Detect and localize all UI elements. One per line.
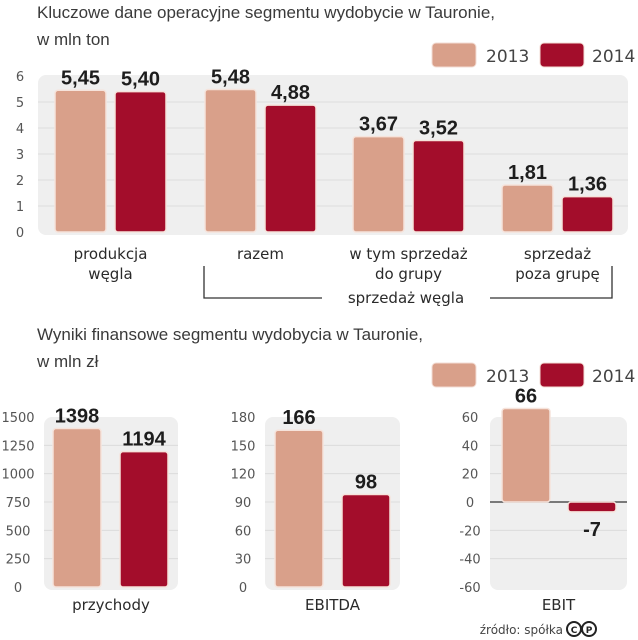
y-tick-label: 500 <box>6 524 31 539</box>
y-tick-label: 120 <box>231 468 256 483</box>
data-label: 1194 <box>122 429 166 451</box>
bottom-chart-subtitle: w mln zł <box>36 352 99 371</box>
data-label: 5,45 <box>61 67 100 89</box>
bar-2013 <box>52 427 102 588</box>
group-bracket: sprzedaż węgla <box>203 266 613 307</box>
svg-text:C: C <box>571 626 578 636</box>
y-tick-label: 750 <box>6 496 31 511</box>
data-label: 1,36 <box>568 174 607 196</box>
y-tick-label: 3 <box>16 148 24 163</box>
bar-2014 <box>567 501 617 513</box>
y-tick-label: -40 <box>459 553 480 568</box>
bar-2013 <box>204 88 257 233</box>
bar-2013 <box>501 184 554 233</box>
y-tick-label: 0 <box>466 496 474 511</box>
panel-ebitda: 0 30 60 90 120 150 180 166 98 EBITDA <box>231 407 400 614</box>
bar-2014 <box>561 195 614 233</box>
data-label: 1398 <box>55 406 100 428</box>
legend-label-2014: 2014 <box>592 47 635 67</box>
group-label: sprzedaż węgla <box>348 289 464 307</box>
bracket-right-line <box>490 266 613 299</box>
panel-ebit: -60 -40 -20 0 20 40 60 66 -7 EBIT <box>459 386 627 614</box>
category-label: do grupy <box>375 265 442 283</box>
category-label: przychody <box>72 596 150 614</box>
bar-2014 <box>341 493 391 588</box>
data-label: 5,40 <box>121 69 160 91</box>
y-tick-label: 5 <box>16 96 24 111</box>
y-tick-label: -20 <box>459 524 480 539</box>
bar-2014 <box>114 90 167 233</box>
y-tick-label: 6 <box>16 70 24 85</box>
y-tick-label: 0 <box>14 581 22 596</box>
category-label: poza grupę <box>515 265 599 283</box>
bar-2014 <box>264 104 317 233</box>
data-label: 66 <box>515 386 537 408</box>
data-label: 166 <box>282 407 315 429</box>
y-tick-label: 0 <box>16 226 24 241</box>
category-label: razem <box>237 245 284 263</box>
category-label: produkcja <box>74 245 148 263</box>
category-label: w tym sprzedaż <box>349 245 467 263</box>
bar-2014 <box>119 450 169 588</box>
operational-chart: 0 1 2 3 4 5 6 5,45 5,40 produkcja węgla 5,48 4,88 raz… <box>16 67 628 283</box>
legend-swatch-2013 <box>431 42 477 68</box>
bar-2013 <box>501 407 551 503</box>
source-note: źródło: spółka <box>480 623 563 637</box>
bottom-legend: 2013 2014 <box>431 362 635 388</box>
legend-swatch-2014 <box>539 42 585 68</box>
bar-2013 <box>54 89 107 233</box>
data-label: 3,52 <box>419 117 458 139</box>
category-label: węgla <box>88 265 132 283</box>
plot-panel <box>38 75 628 235</box>
cp-logo-icon: C P <box>566 621 597 637</box>
svg-text:P: P <box>586 626 593 636</box>
y-tick-label: 1250 <box>1 439 34 454</box>
panel-przychody: 0 250 500 750 1000 1250 1500 1398 1194 przychody <box>1 406 178 614</box>
y-tick-label: 20 <box>462 468 479 483</box>
y-tick-label: 2 <box>16 174 24 189</box>
data-label: 4,88 <box>271 82 310 104</box>
bar-2014 <box>412 139 465 233</box>
legend-label-2013: 2013 <box>486 47 529 67</box>
y-tick-label: 40 <box>462 439 479 454</box>
category-label: sprzedaż <box>524 245 591 263</box>
y-tick-label: 90 <box>235 496 252 511</box>
y-tick-label: 30 <box>235 553 252 568</box>
legend-label-2013: 2013 <box>486 367 529 387</box>
y-tick-label: 4 <box>16 122 24 137</box>
y-tick-label: 0 <box>239 581 247 596</box>
legend-label-2014: 2014 <box>592 367 635 387</box>
y-tick-label: 1000 <box>1 468 34 483</box>
y-tick-label: 250 <box>6 553 31 568</box>
bar-2013 <box>274 429 324 588</box>
y-tick-label: 180 <box>231 411 256 426</box>
bracket-left-line <box>203 266 322 299</box>
data-label: 5,48 <box>211 67 250 89</box>
y-tick-label: 1 <box>16 200 24 215</box>
legend-swatch-2013 <box>431 362 477 388</box>
y-tick-label: -60 <box>459 581 480 596</box>
bottom-chart-title: Wyniki finansowe segmentu wydobycia w Ta… <box>37 325 423 344</box>
top-legend: 2013 2014 <box>431 42 635 68</box>
top-chart-subtitle: w mln ton <box>36 30 110 49</box>
category-label: EBITDA <box>305 596 361 614</box>
data-label: 3,67 <box>359 114 398 136</box>
legend-swatch-2014 <box>539 362 585 388</box>
y-tick-label: 60 <box>235 524 252 539</box>
bar-2013 <box>352 135 405 233</box>
data-label: -7 <box>583 519 601 541</box>
category-label: EBIT <box>542 596 576 614</box>
data-label: 98 <box>355 471 377 493</box>
y-tick-label: 1500 <box>1 411 34 426</box>
y-tick-label: 150 <box>231 439 256 454</box>
data-label: 1,81 <box>508 162 547 184</box>
y-tick-label: 60 <box>462 411 479 426</box>
top-chart-title: Kluczowe dane operacyjne segmentu wydoby… <box>37 3 495 22</box>
